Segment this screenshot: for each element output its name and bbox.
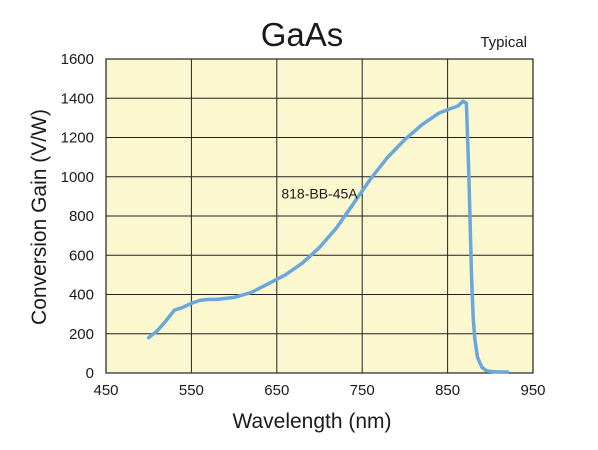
y-tick-label: 1600 <box>61 51 94 68</box>
chart-title: GaAs <box>261 16 344 53</box>
y-tick-label: 1000 <box>61 169 94 186</box>
y-tick-label: 1200 <box>61 130 94 147</box>
chart-subtitle: Typical <box>480 34 527 51</box>
y-tick-label: 400 <box>69 287 94 304</box>
series-annotation: 818-BB-45A <box>281 185 358 201</box>
series-line-0 <box>146 99 510 374</box>
y-axis-label: Conversion Gain (V/W) <box>28 109 51 325</box>
x-tick-label: 950 <box>520 382 545 399</box>
y-tick-label: 800 <box>69 208 94 225</box>
y-tick-label: 600 <box>69 247 94 264</box>
x-axis-label: Wavelength (nm) <box>232 410 391 433</box>
y-tick-label: 0 <box>86 365 94 382</box>
x-tick-label: 450 <box>93 382 118 399</box>
y-tick-label: 200 <box>69 326 94 343</box>
x-tick-label: 550 <box>179 382 204 399</box>
y-tick-label: 1400 <box>61 90 94 107</box>
plot-area: 450 550 650 750 850 950 0 200 400 600 800 1000 1200 1… <box>61 51 546 399</box>
x-tick-label: 850 <box>435 382 460 399</box>
x-tick-label: 750 <box>350 382 375 399</box>
x-tick-label: 650 <box>264 382 289 399</box>
